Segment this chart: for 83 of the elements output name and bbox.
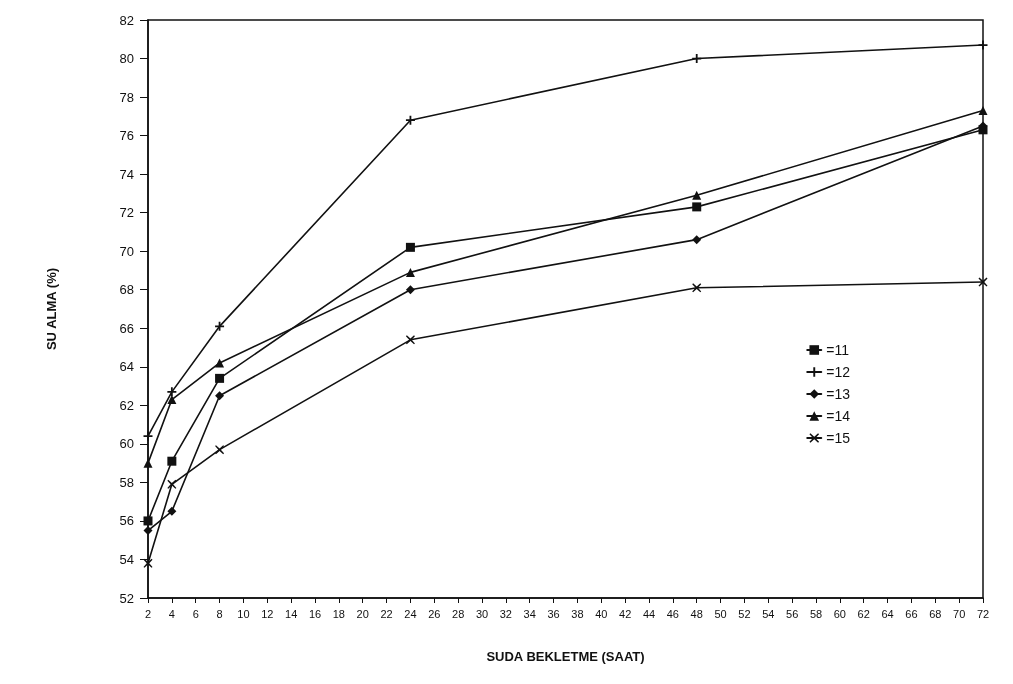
point [143, 558, 153, 568]
point [167, 479, 177, 489]
point [978, 277, 988, 287]
x-tick-label: 26 [428, 607, 441, 620]
x-tick-label: 70 [953, 607, 966, 620]
point [143, 431, 153, 441]
point [692, 283, 702, 293]
x-tick-label: 64 [881, 607, 894, 620]
x-tick-label: 30 [475, 607, 489, 620]
x-tick-label: 12 [261, 607, 274, 620]
y-tick-label: 54 [119, 551, 134, 567]
y-tick-label: 62 [119, 397, 134, 413]
point [167, 506, 177, 516]
x-tick-label: 68 [929, 607, 942, 620]
point [978, 40, 988, 50]
x-tick-label: 50 [714, 607, 727, 620]
point [405, 285, 415, 295]
y-tick-label: 66 [119, 320, 134, 336]
x-tick-label: 46 [666, 607, 679, 620]
x-tick-label: 24 [404, 607, 417, 620]
y-tick-label: 52 [119, 590, 134, 606]
x-tick-label: 42 [619, 607, 632, 620]
x-tick-label: 66 [905, 607, 918, 620]
x-tick-label: 54 [762, 607, 775, 620]
y-tick-label: 64 [119, 359, 134, 375]
x-tick-label: 18 [332, 607, 345, 620]
x-tick-label: 72 [976, 607, 990, 620]
x-tick-label: 58 [809, 607, 823, 620]
y-tick-label: 74 [119, 166, 134, 182]
x-tick-label: 28 [452, 607, 465, 620]
y-tick-label: 82 [119, 12, 134, 28]
y-axis-title: SU ALMA (%) [44, 267, 59, 351]
x-tick-label: 32 [499, 607, 512, 620]
y-tick-label: 76 [119, 128, 134, 144]
x-tick-label: 22 [380, 607, 393, 620]
x-tick-label: 62 [857, 607, 870, 620]
x-tick-label: 48 [690, 607, 703, 620]
point [405, 335, 415, 345]
x-tick-label: 4 [168, 607, 175, 620]
x-tick-label: 38 [571, 607, 584, 620]
x-tick-label: 36 [547, 607, 560, 620]
y-tick-label: 56 [119, 513, 134, 529]
legend-label: =13 [826, 386, 851, 402]
x-tick-label: 8 [216, 607, 223, 620]
x-tick-label: 44 [642, 607, 656, 620]
x-tick-label: 56 [786, 607, 799, 620]
legend-label: =11 [826, 342, 850, 358]
legend-label: =15 [826, 430, 851, 446]
x-tick-label: 14 [285, 607, 298, 620]
y-tick-label: 68 [119, 282, 134, 298]
legend-label: =14 [826, 408, 851, 424]
x-tick-label: 52 [738, 607, 751, 620]
point [692, 202, 702, 212]
x-axis-title: SUDA BEKLETME (SAAT) [486, 649, 645, 664]
x-tick-label: 20 [356, 607, 369, 620]
y-tick-label: 60 [119, 436, 134, 452]
x-tick-label: 2 [144, 607, 152, 620]
point [405, 267, 415, 277]
point [143, 516, 153, 526]
x-tick-label: 40 [595, 607, 608, 620]
point [167, 387, 177, 397]
x-tick-label: 16 [308, 607, 322, 620]
x-tick-label: 60 [833, 607, 846, 620]
point [143, 526, 153, 536]
y-tick-label: 80 [119, 51, 134, 67]
point [143, 458, 153, 468]
x-tick-label: 6 [192, 607, 199, 620]
y-tick-label: 78 [119, 89, 134, 105]
point [215, 391, 225, 401]
point [167, 395, 177, 405]
point [692, 190, 702, 200]
x-tick-label: 10 [237, 607, 250, 620]
y-tick-label: 58 [119, 474, 134, 490]
y-tick-label: 72 [119, 205, 134, 221]
x-tick-label: 34 [523, 607, 536, 620]
point [405, 242, 415, 252]
point [692, 235, 702, 245]
point [215, 373, 225, 383]
y-tick-label: 70 [119, 243, 134, 259]
point [167, 456, 177, 466]
point [215, 445, 225, 455]
point [978, 106, 988, 116]
legend-label: =12 [826, 364, 851, 380]
